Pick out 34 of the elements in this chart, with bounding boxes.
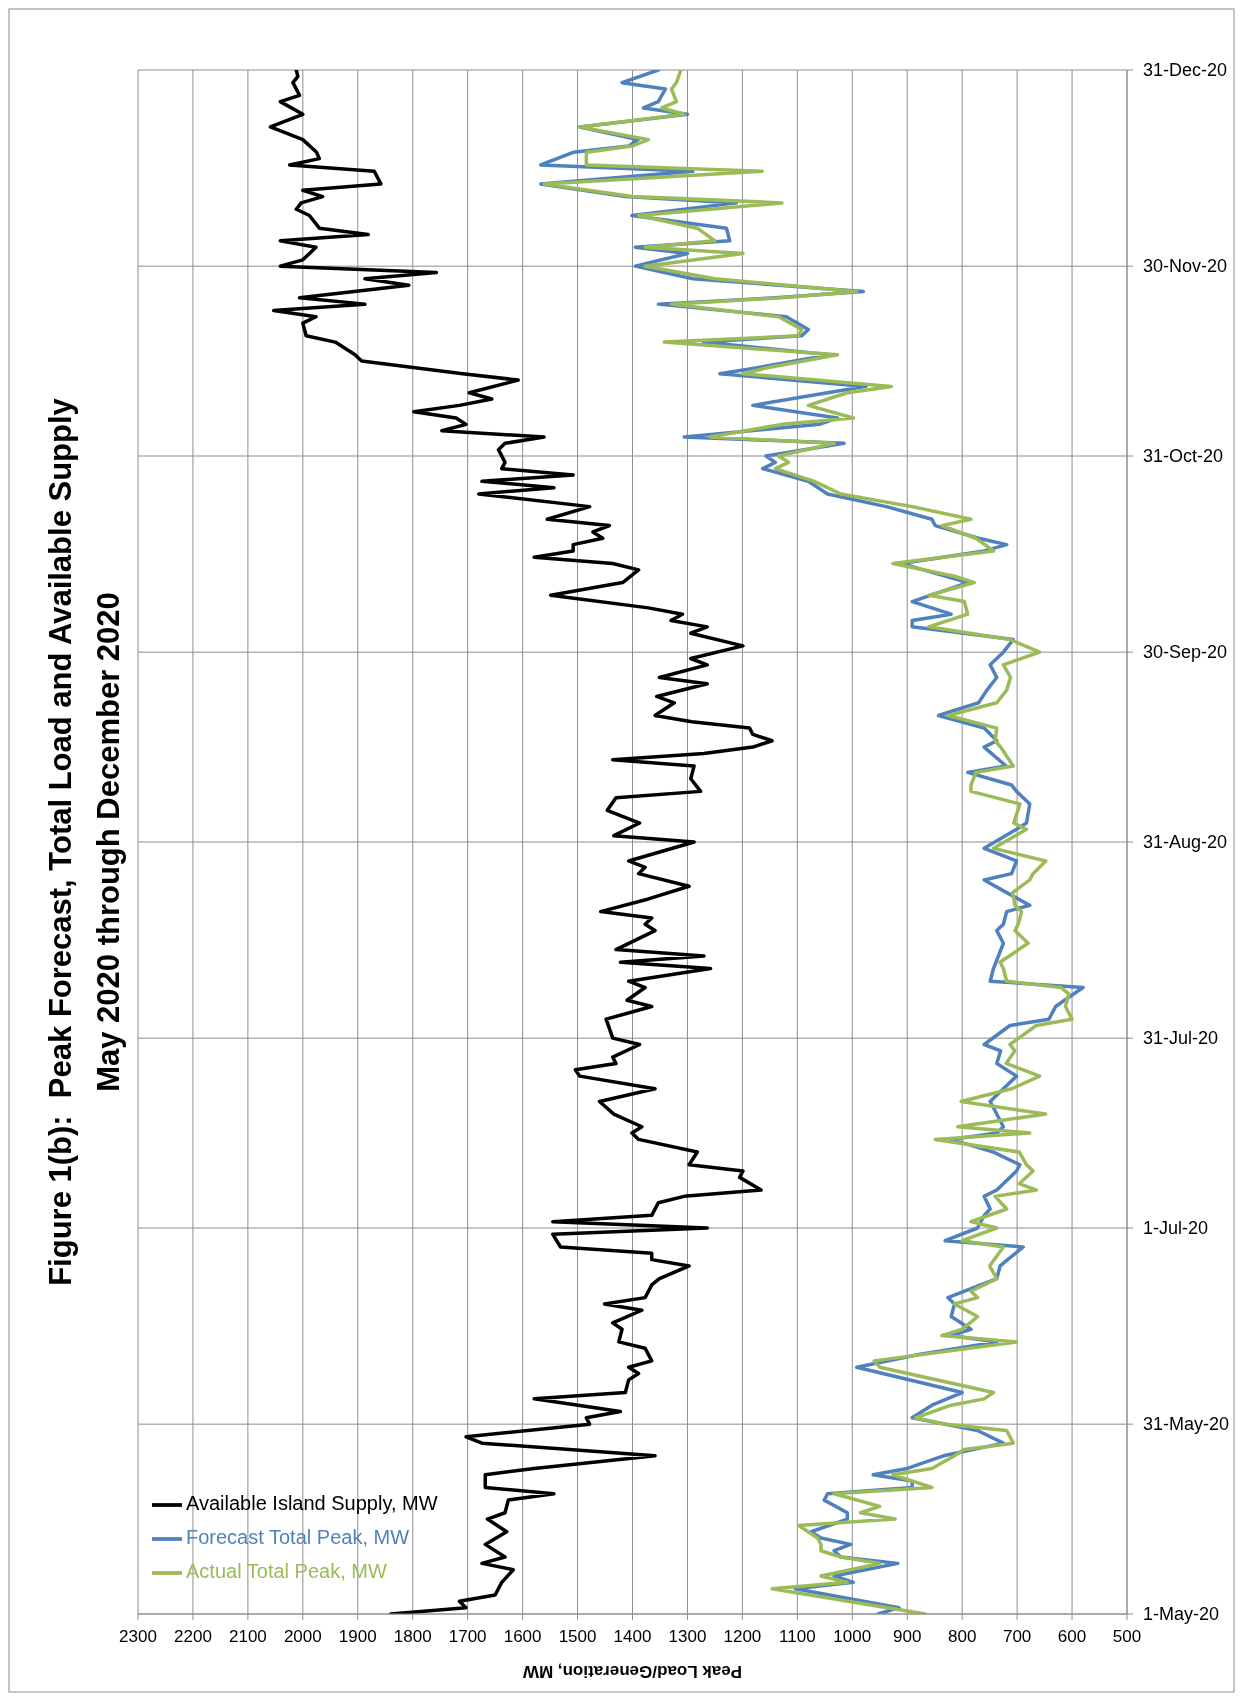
y-tick-label: 1-May-20 [1143, 1604, 1220, 1624]
legend-label: Forecast Total Peak, MW [186, 1526, 410, 1548]
x-tick-label: 2000 [283, 1626, 322, 1646]
x-tick-label: 1600 [503, 1626, 542, 1646]
y-tick-label: 31-Oct-20 [1143, 446, 1224, 466]
legend-label: Available Island Supply, MW [186, 1492, 438, 1514]
text: May 2020 through December 2020 [90, 592, 126, 1092]
x-tick-label: 1400 [613, 1626, 652, 1646]
x-tick-label: 1900 [338, 1626, 377, 1646]
y-tick-label: 30-Nov-20 [1143, 256, 1228, 277]
x-tick-label: 1200 [723, 1626, 762, 1646]
x-tick-label: 1300 [668, 1626, 707, 1646]
y-tick-label: 31-Aug-20 [1143, 832, 1228, 852]
x-tick-label: 1700 [448, 1626, 487, 1646]
x-tick-label: 2200 [174, 1626, 212, 1646]
y-tick-label: 31-Dec-20 [1143, 60, 1228, 80]
x-axis-title: Peak Load/Generation, MW [521, 1661, 743, 1681]
y-tick-label: 31-May-20 [1143, 1414, 1230, 1435]
text: Figure 1(b): Peak Forecast, Total Load and Available Supply [42, 397, 78, 1286]
x-tick-label: 900 [893, 1626, 922, 1646]
y-tick-label: 30-Sep-20 [1143, 642, 1228, 663]
x-tick-label: 1800 [393, 1626, 432, 1646]
y-tick-label: 1-Jul-20 [1143, 1218, 1209, 1238]
x-tick-label: 2300 [119, 1626, 157, 1646]
x-tick-label: 1000 [833, 1626, 872, 1646]
x-tick-label: 800 [947, 1626, 977, 1646]
x-tick-label: 500 [1112, 1626, 1142, 1646]
x-tick-label: 600 [1057, 1626, 1087, 1646]
x-tick-label: 700 [1002, 1626, 1032, 1646]
x-tick-label: 1100 [779, 1626, 816, 1646]
x-tick-label: 2100 [228, 1626, 267, 1646]
y-tick-label: 31-Jul-20 [1143, 1028, 1219, 1049]
x-tick-label: 1500 [558, 1626, 597, 1646]
legend-label: Actual Total Peak, MW [186, 1560, 387, 1582]
